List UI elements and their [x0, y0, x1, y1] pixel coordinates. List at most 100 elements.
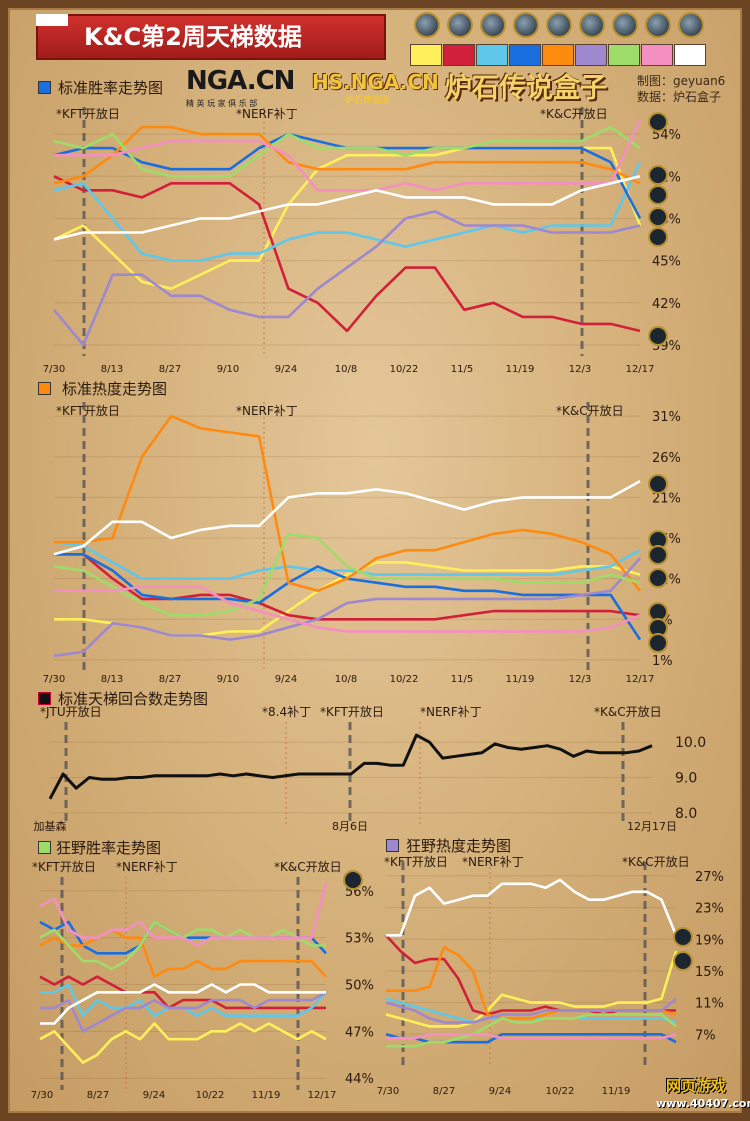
chart3-annotation-label: *KFT开放日	[320, 704, 384, 719]
class-icon-8	[645, 12, 671, 38]
legend-swatch-4	[509, 44, 541, 66]
section-marker-std-winrate	[38, 81, 51, 94]
chart1-series-line-7	[53, 125, 641, 178]
class-icon-7	[612, 12, 638, 38]
legend-swatch-3	[476, 44, 508, 66]
chart1-series-line-8	[54, 119, 642, 192]
chart1-series-line-9	[53, 175, 641, 241]
chart3-annotation-label: *K&C开放日	[594, 704, 662, 719]
nga-logo-sub-text: 精 英 玩 家 俱 乐 部	[186, 99, 258, 108]
nga-logo: NGA.CN	[186, 66, 295, 96]
credit-maker: 制图：geyuan6	[637, 72, 725, 89]
credit-source: 数据：炉石盒子	[637, 88, 721, 105]
legend-swatch-5	[542, 44, 574, 66]
chart4-y-tick-label: 47%	[345, 1025, 374, 1040]
chart1-series-line-2	[53, 175, 641, 333]
banner-flag	[36, 14, 68, 26]
class-icon-3	[480, 12, 506, 38]
chart3-y-tick-label: 8.0	[675, 806, 697, 822]
chart5-series-line-1	[385, 950, 678, 1028]
wild-winrate-title: 狂野胜率走势图	[56, 839, 162, 857]
class-icon-marker	[648, 326, 668, 346]
chart4-series-line-5	[39, 928, 327, 979]
legend-swatch-7	[608, 44, 640, 66]
chart4-x-tick-label: 11/19	[252, 1090, 281, 1101]
credit-source-label: 数据：	[637, 90, 674, 104]
section-marker-std-pop	[38, 382, 51, 395]
chart2-x-tick-label: 7/30	[43, 674, 65, 685]
class-icon-marker	[648, 568, 668, 588]
legend-swatch-9	[674, 44, 706, 66]
class-icon-2	[447, 12, 473, 38]
chart5-y-tick-label: 11%	[695, 997, 724, 1012]
chart4-series-line-8	[39, 882, 328, 947]
chart5-annotation-label: *KFT开放日	[384, 854, 448, 869]
chart1-x-tick-label: 10/8	[335, 364, 357, 375]
chart1-series-line-3	[53, 161, 642, 262]
chart2-x-tick-label: 11/5	[451, 674, 473, 685]
chart5-series-line-6	[385, 997, 677, 1024]
chart4-series-line-6	[40, 991, 327, 1033]
turns-title: 标准天梯回合数走势图	[58, 690, 209, 708]
chart1-x-tick-label: 11/19	[506, 364, 535, 375]
watermark-text: 网页游戏	[666, 1077, 727, 1095]
chart2-series-line-6	[53, 557, 641, 658]
chart2-x-tick-label: 8/27	[159, 674, 181, 685]
class-icon-marker	[648, 165, 668, 185]
chart5-series-line-8	[386, 1033, 677, 1040]
legend-swatch-6	[575, 44, 607, 66]
chart5-x-tick-label: 11/19	[602, 1086, 631, 1097]
chart5-y-tick-label: 23%	[695, 902, 724, 917]
chart3-x-tick-label: 12月17日	[627, 820, 677, 833]
chart2-y-tick-label: 26%	[652, 451, 681, 466]
class-icon-marker	[673, 951, 693, 971]
chart1-x-tick-label: 8/13	[101, 364, 123, 375]
chart2-x-tick-label: 8/13	[101, 674, 123, 685]
chart4-annotation-label: *NERF补丁	[116, 860, 178, 874]
hearthstone-box-logo: 炉石传说盒子	[445, 66, 607, 105]
chart1-x-tick-label: 12/3	[569, 364, 591, 375]
chart5-annotation-label: *K&C开放日	[622, 854, 690, 869]
chart2-x-tick-label: 9/24	[275, 674, 297, 685]
watermark-url-text: www.40407.com	[656, 1097, 750, 1110]
chart4-series-line-1	[39, 1022, 327, 1064]
chart4-annotation-label: *KFT开放日	[32, 859, 96, 874]
nga-logo-text: NGA.CN	[186, 66, 295, 96]
watermark-url: www.40407.com	[656, 1097, 750, 1110]
chart1-y-tick-label: 42%	[652, 297, 681, 312]
chart5-x-tick-label: 8/27	[433, 1086, 455, 1097]
class-icon-1	[414, 12, 440, 38]
chart2-annotation-label: *NERF补丁	[236, 404, 298, 418]
chart1-x-tick-label: 9/10	[217, 364, 239, 375]
hs-nga-logo-text: HS.NGA.CN	[312, 70, 439, 94]
credit-maker-value: geyuan6	[673, 74, 726, 88]
chart3-x-tick-label: 加基森	[34, 819, 67, 833]
class-icon-marker	[673, 927, 693, 947]
credit-source-value: 炉石盒子	[673, 90, 722, 104]
chart2-annotation-label: *K&C开放日	[556, 403, 624, 418]
chart5-y-tick-label: 19%	[695, 933, 724, 948]
chart5-x-tick-label: 9/24	[489, 1086, 511, 1097]
chart2-x-tick-label: 10/22	[390, 674, 419, 685]
hs-nga-logo-sub-text: 炉石传说区	[345, 96, 391, 106]
chart2-x-tick-label: 9/10	[217, 674, 239, 685]
chart4-series-line-2	[39, 975, 326, 1010]
hearthstone-box-logo-text: 炉石传说盒子	[445, 73, 607, 104]
chart2-series-line-7	[53, 532, 641, 617]
class-icon-marker	[648, 227, 668, 247]
nga-logo-sub: 精 英 玩 家 俱 乐 部	[186, 98, 257, 109]
chart4-y-tick-label: 53%	[345, 932, 374, 947]
hs-nga-logo: HS.NGA.CN	[312, 70, 439, 94]
chart1-series-line-5	[53, 125, 641, 185]
section-marker-wild-winrate	[38, 841, 51, 854]
chart1-y-tick-label: 45%	[652, 255, 681, 270]
chart4-x-tick-label: 9/24	[143, 1090, 165, 1101]
watermark-logo: 网页游戏	[666, 1075, 726, 1096]
chart4-y-tick-label: 50%	[345, 979, 374, 994]
chart5-series-line-9	[386, 878, 678, 937]
legend-swatch-1	[410, 44, 442, 66]
page-title: K&C第2周天梯数据	[84, 23, 302, 51]
chart1-series-line-6	[53, 210, 641, 347]
chart2-x-tick-label: 10/8	[335, 674, 357, 685]
